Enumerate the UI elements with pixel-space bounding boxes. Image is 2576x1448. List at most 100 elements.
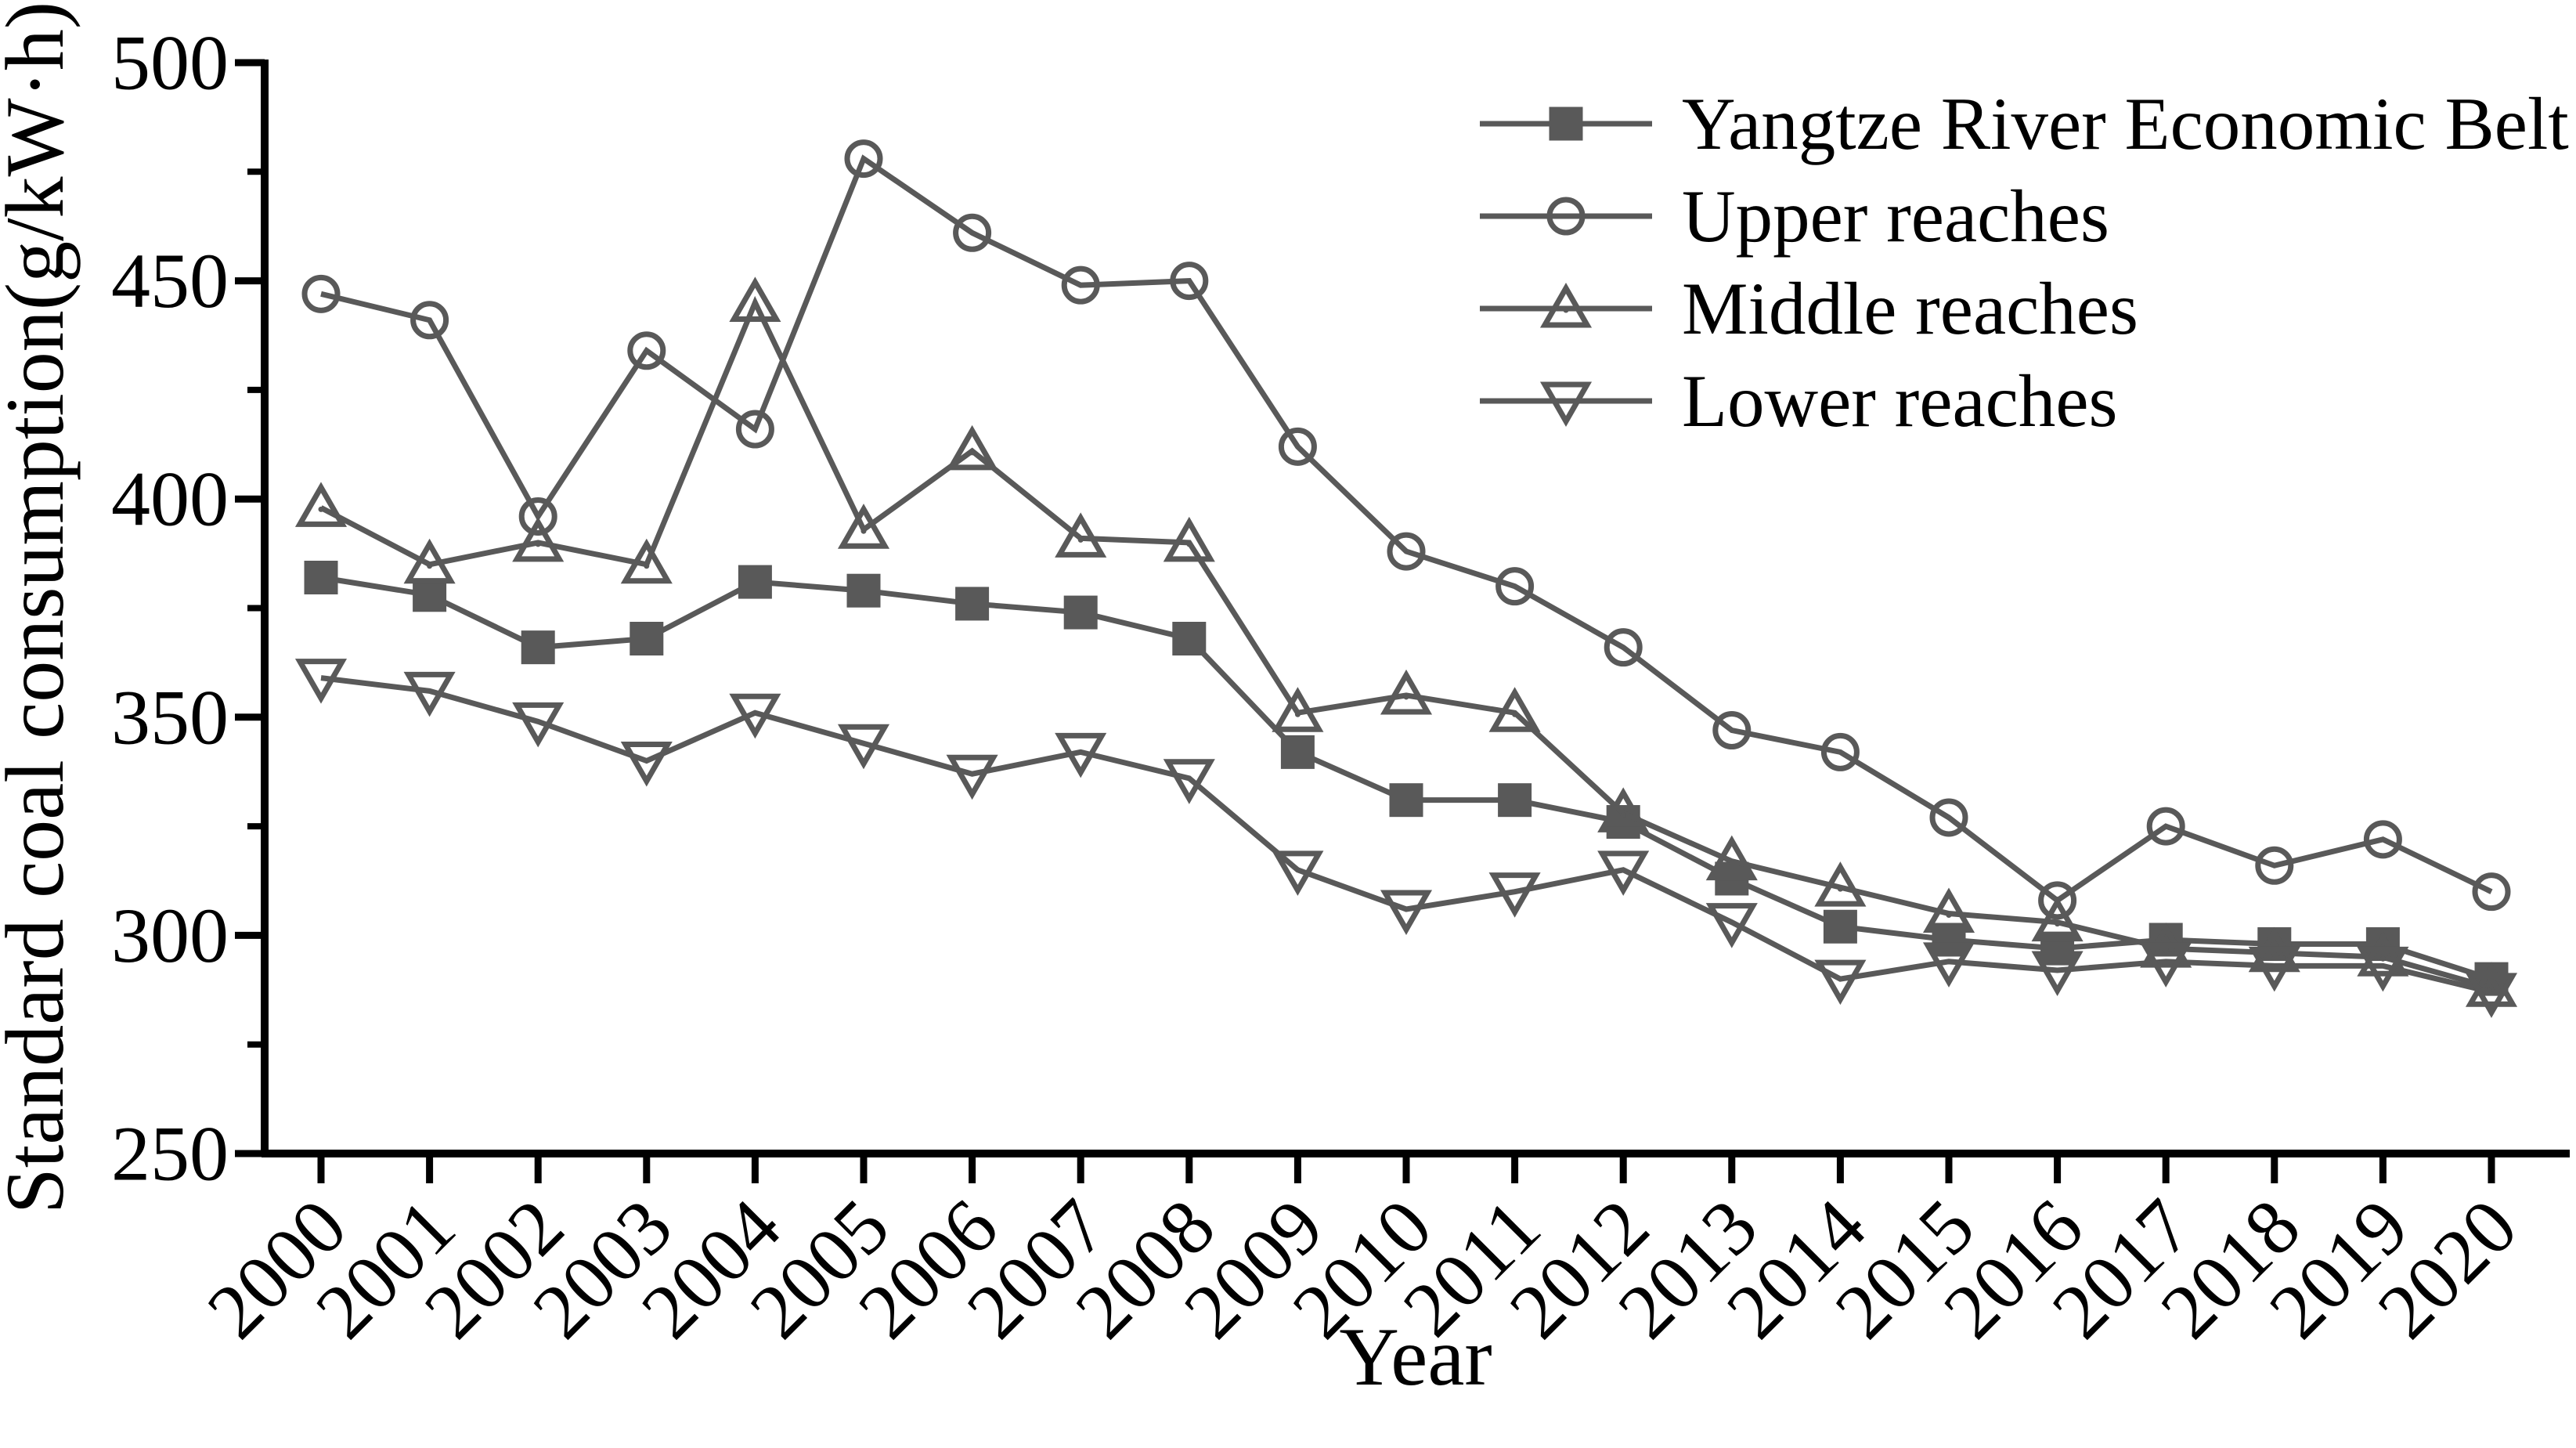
data-point-open-circle — [2255, 846, 2294, 885]
data-point-open-triangle-up — [2031, 896, 2084, 942]
data-point-open-triangle-up — [294, 482, 348, 527]
data-point-open-circle — [1170, 262, 1209, 301]
data-point-filled-square — [1823, 909, 1857, 944]
data-point-open-circle — [301, 274, 341, 313]
triangle-up-center-dot — [318, 506, 324, 512]
data-point-open-triangle-down — [403, 671, 456, 717]
data-point-open-triangle-up — [620, 538, 673, 584]
y-tick-label: 250 — [111, 1110, 229, 1197]
data-point-open-triangle-down — [1163, 759, 1215, 804]
data-point-open-triangle-down — [1055, 732, 1107, 778]
y-tick-label: 450 — [111, 237, 229, 324]
data-point-open-circle — [1604, 628, 1643, 667]
data-point-open-circle — [735, 410, 774, 449]
data-point-open-triangle-up — [837, 504, 890, 549]
y-tick-label: 300 — [111, 892, 229, 979]
data-point-open-triangle-up — [1597, 787, 1650, 832]
data-point-open-triangle-down — [620, 742, 673, 787]
data-point-open-triangle-up — [2465, 962, 2518, 1007]
data-point-open-circle — [1929, 798, 1968, 837]
data-point-open-triangle-up — [1814, 861, 1867, 907]
data-point-open-triangle-up — [729, 276, 781, 322]
data-point-filled-square — [630, 622, 664, 656]
y-axis-title: Standard coal consumption(g/kW·h) — [0, 2, 81, 1214]
triangle-up-center-dot — [1946, 912, 1952, 919]
data-point-open-circle — [2146, 807, 2185, 846]
data-point-open-circle — [1820, 732, 1860, 771]
triangle-up-center-dot — [1294, 711, 1301, 717]
data-point-open-circle — [518, 497, 557, 536]
data-point-open-triangle-up — [1055, 512, 1107, 558]
data-point-open-triangle-down — [1380, 890, 1433, 935]
data-point-open-triangle-down — [2031, 951, 2084, 997]
triangle-up-center-dot — [427, 563, 433, 569]
data-point-open-triangle-down — [512, 702, 565, 748]
data-point-filled-square — [1063, 595, 1098, 630]
data-point-open-triangle-up — [1163, 516, 1215, 562]
data-point-open-triangle-down — [2248, 946, 2300, 992]
y-tick-label: 400 — [111, 456, 229, 543]
data-point-open-triangle-up — [1272, 687, 1324, 732]
triangle-up-center-dot — [969, 450, 976, 456]
data-point-open-triangle-up — [512, 516, 565, 562]
data-point-open-triangle-up — [403, 538, 456, 584]
data-point-filled-square — [521, 630, 555, 665]
data-point-filled-square — [304, 560, 338, 594]
triangle-up-center-dot — [1077, 536, 1084, 543]
triangle-up-center-dot — [2271, 951, 2278, 958]
data-point-filled-square — [1498, 783, 1532, 818]
data-point-open-triangle-down — [729, 693, 781, 739]
triangle-up-center-dot — [1563, 307, 1569, 313]
data-point-open-circle — [1387, 532, 1426, 571]
legend-label: Yangtze River Economic Belt — [1682, 82, 2569, 165]
triangle-up-center-dot — [1620, 811, 1626, 818]
data-point-open-circle — [953, 213, 992, 252]
data-point-open-triangle-up — [1705, 835, 1758, 881]
data-point-open-triangle-down — [1272, 850, 1324, 896]
triangle-up-center-dot — [2379, 955, 2386, 962]
data-point-open-circle — [1712, 711, 1752, 750]
data-point-open-triangle-down — [2465, 973, 2518, 1018]
triangle-up-center-dot — [1512, 711, 1518, 717]
data-point-open-triangle-down — [837, 724, 890, 770]
data-point-open-triangle-up — [2357, 931, 2409, 977]
triangle-up-center-dot — [2055, 921, 2061, 927]
data-point-filled-square — [738, 565, 772, 599]
triangle-up-center-dot — [1186, 541, 1192, 547]
data-point-open-circle — [1278, 427, 1317, 466]
data-point-filled-square — [413, 578, 447, 612]
data-point-open-circle — [2472, 872, 2511, 912]
data-point-open-triangle-up — [1922, 887, 1975, 933]
y-tick-label: 350 — [111, 673, 229, 760]
data-point-filled-square — [1389, 783, 1423, 818]
series-line-open-circle — [320, 154, 2493, 905]
legend-label: Lower reaches — [1682, 359, 2117, 442]
data-point-open-triangle-up — [946, 424, 998, 471]
data-point-open-triangle-down — [946, 754, 998, 800]
data-point-open-circle — [627, 331, 666, 370]
data-point-open-triangle-down — [294, 659, 348, 704]
x-axis-title: Year — [1339, 1311, 1492, 1403]
legend-marker-open-triangle-up — [1539, 282, 1593, 328]
legend-marker-filled-square — [1549, 107, 1583, 141]
data-point-open-circle — [2363, 820, 2402, 859]
data-point-filled-square — [1172, 622, 1207, 656]
triangle-up-center-dot — [644, 563, 650, 569]
data-point-open-triangle-down — [2140, 942, 2192, 988]
data-point-open-triangle-up — [1380, 669, 1433, 715]
triangle-up-center-dot — [1403, 694, 1409, 700]
legend-marker-open-triangle-down — [1539, 381, 1593, 428]
legend-marker-open-circle — [1546, 197, 1586, 236]
data-point-open-triangle-down — [1922, 942, 1975, 988]
series-line-open-triangle-down — [320, 675, 2492, 995]
triangle-up-center-dot — [860, 528, 867, 534]
y-tick-label: 500 — [111, 20, 229, 107]
data-point-filled-square — [1280, 735, 1315, 769]
data-point-open-circle — [1061, 265, 1100, 305]
triangle-up-center-dot — [1837, 886, 1843, 892]
triangle-up-center-dot — [1729, 860, 1735, 866]
triangle-up-center-dot — [752, 301, 758, 307]
